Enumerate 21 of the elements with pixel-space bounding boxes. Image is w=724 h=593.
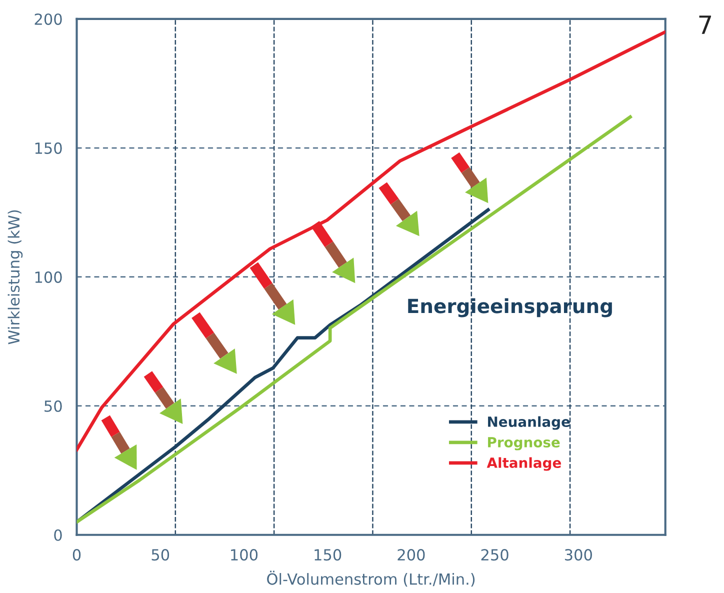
annotation: Energieeinsparung bbox=[408, 298, 612, 318]
y-tick-label: 200 bbox=[34, 13, 62, 25]
x-axis-title: Öl-Volumenstrom (Ltr./Min.) bbox=[267, 570, 475, 587]
x-tick-label: 300 bbox=[564, 549, 592, 561]
x-tick-label: 50 bbox=[152, 549, 170, 561]
y-tick-label: 50 bbox=[44, 400, 62, 412]
legend-label: Neuanlage bbox=[488, 416, 570, 430]
y-tick-label: 150 bbox=[35, 142, 62, 154]
y-axis-title: Wirkleistung (kW) bbox=[8, 210, 23, 344]
legend-label: Altanlage bbox=[486, 457, 561, 471]
y-tick-label: 100 bbox=[35, 271, 62, 283]
x-tick-label: 0 bbox=[72, 549, 81, 561]
x-tick-label: 250 bbox=[481, 549, 508, 561]
x-tick-label: 150 bbox=[314, 549, 342, 561]
text: 7 bbox=[699, 16, 712, 34]
line-series bbox=[76, 30, 666, 452]
legend-label: Prognose bbox=[488, 437, 560, 450]
x-tick-label: 100 bbox=[231, 549, 258, 561]
y-tick-label: 0 bbox=[54, 529, 62, 541]
x-tick-label: 200 bbox=[398, 549, 425, 561]
line-series bbox=[76, 115, 632, 524]
